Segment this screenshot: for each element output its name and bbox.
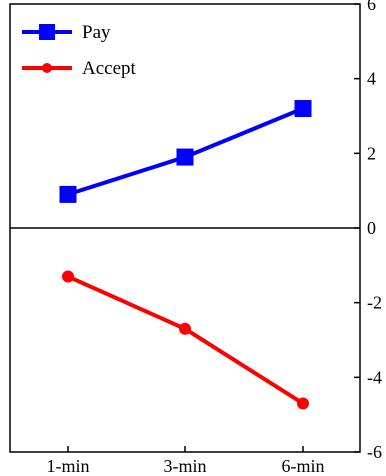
y-axis: -6 -4 -2 0 2 4 6 [354, 0, 382, 462]
legend-item-pay: Pay [22, 22, 111, 43]
x-tick-label: 3-min [164, 456, 207, 476]
data-point-pay [294, 100, 312, 118]
series-line-accept [67, 274, 305, 406]
data-point-accept [297, 397, 309, 410]
data-point-pay [59, 185, 77, 203]
legend-label: Pay [82, 22, 111, 43]
y-tick-label: 2 [367, 143, 376, 163]
x-tick-label: 1-min [47, 456, 90, 476]
legend-item-accept: Accept [22, 58, 137, 79]
legend: Pay Accept [22, 22, 137, 79]
x-axis: 1-min 3-min 6-min [47, 446, 325, 476]
y-tick-label: -2 [367, 293, 382, 313]
x-tick-label: 6-min [282, 456, 325, 476]
y-tick-label: -4 [367, 367, 382, 387]
series-accept [62, 270, 309, 410]
legend-swatch-marker [39, 24, 55, 40]
series-pay [59, 100, 312, 203]
y-tick-label: 6 [367, 0, 376, 14]
data-point-accept [62, 270, 74, 283]
legend-swatch-marker [42, 63, 52, 73]
data-point-accept [179, 322, 191, 335]
y-tick-label: 4 [367, 69, 376, 89]
legend-label: Accept [82, 58, 137, 79]
data-point-pay [176, 148, 194, 166]
y-tick-label: -6 [367, 442, 382, 462]
series-layer [59, 100, 312, 410]
y-tick-label: 0 [367, 218, 376, 238]
